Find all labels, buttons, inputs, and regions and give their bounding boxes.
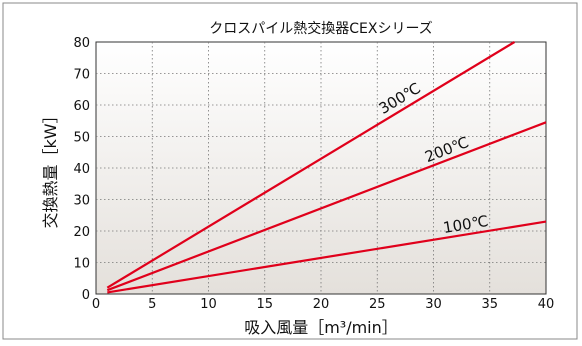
x-tick-label: 10: [200, 297, 217, 312]
y-tick-label: 50: [73, 131, 90, 146]
x-tick-label: 5: [148, 297, 156, 312]
y-axis-label: 交換熱量［kW］: [41, 107, 60, 228]
y-tick-label: 60: [73, 99, 90, 114]
x-tick-label: 20: [313, 297, 330, 312]
series-layer: [106, 41, 547, 294]
x-axis-label: 吸入風量［m³/min］: [244, 318, 398, 337]
y-tick-label: 30: [73, 194, 90, 209]
series-line-0: [106, 41, 516, 289]
x-tick-label: 15: [256, 297, 273, 312]
x-tick-label: 0: [92, 297, 100, 312]
series-line-1: [106, 121, 547, 292]
y-tick-label: 80: [73, 36, 90, 51]
y-tick-label: 10: [73, 257, 90, 272]
y-tick-label: 0: [82, 288, 90, 303]
series-line-2: [107, 220, 547, 294]
x-tick-label: 35: [481, 297, 498, 312]
y-tick-label: 20: [73, 225, 90, 240]
grid: [96, 42, 546, 294]
y-tick-label: 70: [73, 68, 90, 83]
x-tick-label: 40: [538, 297, 555, 312]
chart-title: クロスパイル熱交換器CEXシリーズ: [209, 20, 433, 37]
x-tick-label: 25: [369, 297, 386, 312]
axis-ticks: 0 5 10 15 20 25 30 35 40 0 10 20 30 40 50 60 70 80: [73, 36, 554, 312]
x-tick-label: 30: [425, 297, 442, 312]
y-tick-label: 40: [73, 162, 90, 177]
